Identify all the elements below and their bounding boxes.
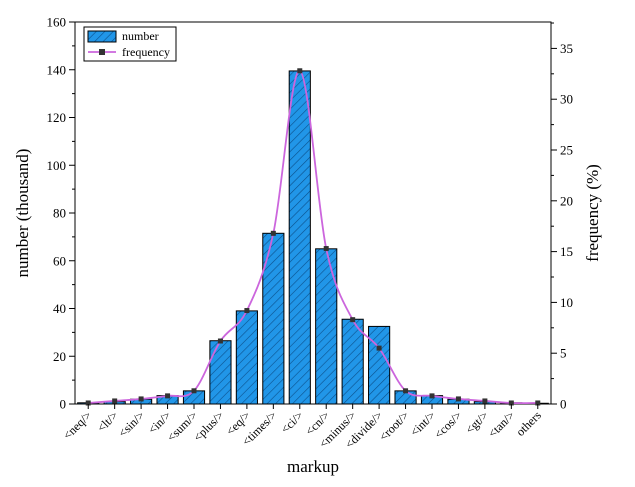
y-tick-label: 20	[53, 349, 66, 364]
y2-tick-label: 20	[560, 193, 573, 208]
x-tick-label: <ci/>	[278, 408, 306, 436]
y-axis-title: number (thousand)	[13, 149, 32, 278]
y2-tick-label: 5	[560, 346, 567, 361]
x-tick-label: <tan/>	[485, 408, 517, 440]
frequency-point-neq	[85, 400, 91, 406]
y2-tick-label: 10	[560, 295, 573, 310]
bar-divide	[368, 325, 391, 405]
bar-minus	[341, 318, 364, 405]
frequency-point-gt	[482, 398, 488, 404]
bar-ci	[288, 70, 311, 405]
y2-tick-label: 0	[560, 397, 567, 412]
x-axis-title: markup	[287, 457, 339, 476]
x-axis: <neq/> <lt/><sin/><in/><sum/><plus/><eq/>…	[60, 404, 544, 451]
legend-swatch-frequency-marker	[99, 49, 105, 55]
x-tick-label: <plus/>	[191, 408, 227, 444]
frequency-point-eq	[244, 308, 250, 314]
bar-plus	[209, 340, 232, 405]
x-tick-label: others	[513, 408, 544, 439]
y-tick-label: 0	[60, 397, 67, 412]
line-series-frequency	[85, 68, 541, 406]
y-tick-label: 120	[47, 110, 67, 125]
frequency-point-cn	[323, 246, 329, 252]
frequency-point-ci	[297, 68, 303, 74]
frequency-point-lt	[112, 398, 118, 404]
legend-label-number: number	[122, 29, 159, 43]
bar-times	[262, 232, 285, 405]
frequency-point-in	[165, 393, 171, 399]
y-tick-label: 100	[47, 158, 67, 173]
frequency-point-sum	[191, 388, 197, 394]
y2-axis-title: frequency (%)	[583, 164, 602, 262]
frequency-point-times	[270, 230, 276, 236]
frequency-point-cos	[455, 396, 461, 402]
y2-tick-label: 30	[560, 92, 573, 107]
y-tick-label: 40	[53, 301, 66, 316]
bar-series-number	[77, 70, 549, 405]
y2-tick-label: 25	[560, 143, 573, 158]
x-tick-label: <cos/>	[431, 408, 464, 441]
legend-swatch-number	[87, 30, 117, 43]
y-tick-label: 160	[47, 15, 67, 30]
y-tick-label: 60	[53, 253, 66, 268]
frequency-point-plus	[217, 338, 223, 344]
frequency-point-sin	[138, 396, 144, 402]
x-tick-label: <neq/>	[60, 408, 94, 442]
frequency-point-minus	[350, 317, 356, 323]
frequency-point-root	[403, 388, 409, 394]
bar-cn	[315, 248, 338, 405]
y2-tick-label: 35	[560, 41, 573, 56]
legend: number frequency	[83, 26, 177, 62]
plot-area	[74, 21, 552, 405]
bar-eq	[235, 310, 258, 405]
x-tick-label: <root/>	[376, 408, 412, 444]
frequency-point-divide	[376, 345, 382, 351]
right-axis: 0 5 10 15 20 25 30 35	[551, 22, 573, 412]
y2-tick-label: 15	[560, 244, 573, 259]
legend-label-frequency: frequency	[122, 45, 170, 59]
left-axis: 0 20 40 60 80 100 120 140 160	[47, 15, 75, 412]
frequency-point-int	[429, 393, 435, 399]
y-tick-label: 80	[53, 206, 66, 221]
frequency-point-others	[535, 400, 541, 406]
x-tick-label: <sin/>	[115, 408, 147, 440]
frequency-point-tan	[508, 400, 514, 406]
y-tick-label: 140	[47, 62, 67, 77]
